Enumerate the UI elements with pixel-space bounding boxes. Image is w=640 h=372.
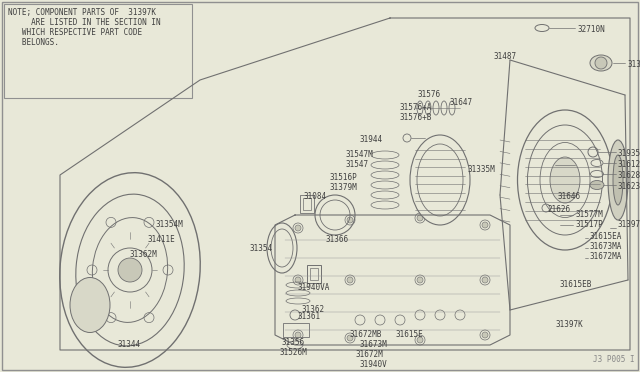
Text: 31612M: 31612M — [618, 160, 640, 169]
Circle shape — [417, 277, 423, 283]
Text: 31672MB: 31672MB — [350, 330, 382, 339]
Text: 31411E: 31411E — [148, 235, 176, 244]
Text: J3 P005 I: J3 P005 I — [593, 355, 635, 364]
Circle shape — [482, 222, 488, 228]
Circle shape — [295, 277, 301, 283]
Text: 31940VA: 31940VA — [298, 283, 330, 292]
Ellipse shape — [590, 55, 612, 71]
Text: 31526M: 31526M — [280, 348, 308, 357]
Circle shape — [482, 332, 488, 338]
Text: NOTE; COMPONENT PARTS OF  31397K: NOTE; COMPONENT PARTS OF 31397K — [8, 8, 156, 17]
Bar — [303, 198, 311, 210]
Text: 31084: 31084 — [303, 192, 326, 201]
Text: 31516P: 31516P — [330, 173, 358, 182]
Text: 31354M: 31354M — [155, 220, 183, 229]
Bar — [4, 4, 192, 98]
Text: 31362: 31362 — [302, 305, 325, 314]
Text: 31615EA: 31615EA — [590, 232, 622, 241]
Text: 31379M: 31379M — [330, 183, 358, 192]
Circle shape — [417, 337, 423, 343]
Ellipse shape — [613, 155, 623, 205]
Text: 31673MA: 31673MA — [590, 242, 622, 251]
Circle shape — [482, 277, 488, 283]
Text: 31361: 31361 — [297, 312, 320, 321]
Bar — [307, 265, 321, 283]
Text: 31577M: 31577M — [576, 210, 604, 219]
Text: 31336M: 31336M — [627, 60, 640, 69]
Circle shape — [295, 332, 301, 338]
Ellipse shape — [518, 110, 612, 250]
Circle shape — [347, 277, 353, 283]
Text: 31672M: 31672M — [355, 350, 383, 359]
Ellipse shape — [608, 140, 628, 220]
Circle shape — [595, 57, 607, 69]
Text: 31615E: 31615E — [395, 330, 423, 339]
Text: 31576: 31576 — [417, 90, 440, 99]
Text: 31487: 31487 — [493, 52, 516, 61]
Bar — [300, 195, 314, 213]
Text: 31397K: 31397K — [555, 320, 583, 329]
Bar — [283, 323, 309, 337]
Bar — [310, 268, 318, 280]
Text: 31576+A: 31576+A — [400, 103, 433, 112]
Text: ARE LISTED IN THE SECTION IN: ARE LISTED IN THE SECTION IN — [8, 18, 161, 27]
Text: 31623: 31623 — [618, 182, 640, 191]
Text: 31335M: 31335M — [468, 165, 496, 174]
Text: 31940V: 31940V — [360, 360, 388, 369]
Ellipse shape — [60, 173, 200, 367]
Circle shape — [347, 217, 353, 223]
Text: 31944: 31944 — [360, 135, 383, 144]
Text: 31647: 31647 — [450, 98, 473, 107]
Ellipse shape — [410, 135, 470, 225]
Ellipse shape — [590, 180, 604, 189]
Text: WHICH RESPECTIVE PART CODE: WHICH RESPECTIVE PART CODE — [8, 28, 142, 37]
Text: 31547M: 31547M — [345, 150, 372, 159]
Circle shape — [417, 215, 423, 221]
Ellipse shape — [550, 157, 580, 203]
Text: 31397: 31397 — [618, 220, 640, 229]
Text: 32710N: 32710N — [577, 25, 605, 34]
Text: 31517P: 31517P — [576, 220, 604, 229]
Text: 31615EB: 31615EB — [560, 280, 593, 289]
Text: 31547: 31547 — [345, 160, 368, 169]
Text: 31672MA: 31672MA — [590, 252, 622, 261]
Text: 31576+B: 31576+B — [400, 113, 433, 122]
Circle shape — [295, 225, 301, 231]
Ellipse shape — [70, 278, 110, 333]
Text: 31646: 31646 — [558, 192, 581, 201]
Text: 31354: 31354 — [250, 244, 273, 253]
Text: 21626: 21626 — [547, 205, 570, 214]
Text: 31366: 31366 — [325, 235, 348, 244]
Text: 31935E: 31935E — [618, 149, 640, 158]
Text: BELONGS.: BELONGS. — [8, 38, 59, 47]
Text: 31362M: 31362M — [130, 250, 157, 259]
Text: 31628: 31628 — [618, 171, 640, 180]
Text: 31673M: 31673M — [360, 340, 388, 349]
Circle shape — [347, 335, 353, 341]
Text: 31344: 31344 — [118, 340, 141, 349]
Text: 31356: 31356 — [282, 338, 305, 347]
Circle shape — [118, 258, 142, 282]
